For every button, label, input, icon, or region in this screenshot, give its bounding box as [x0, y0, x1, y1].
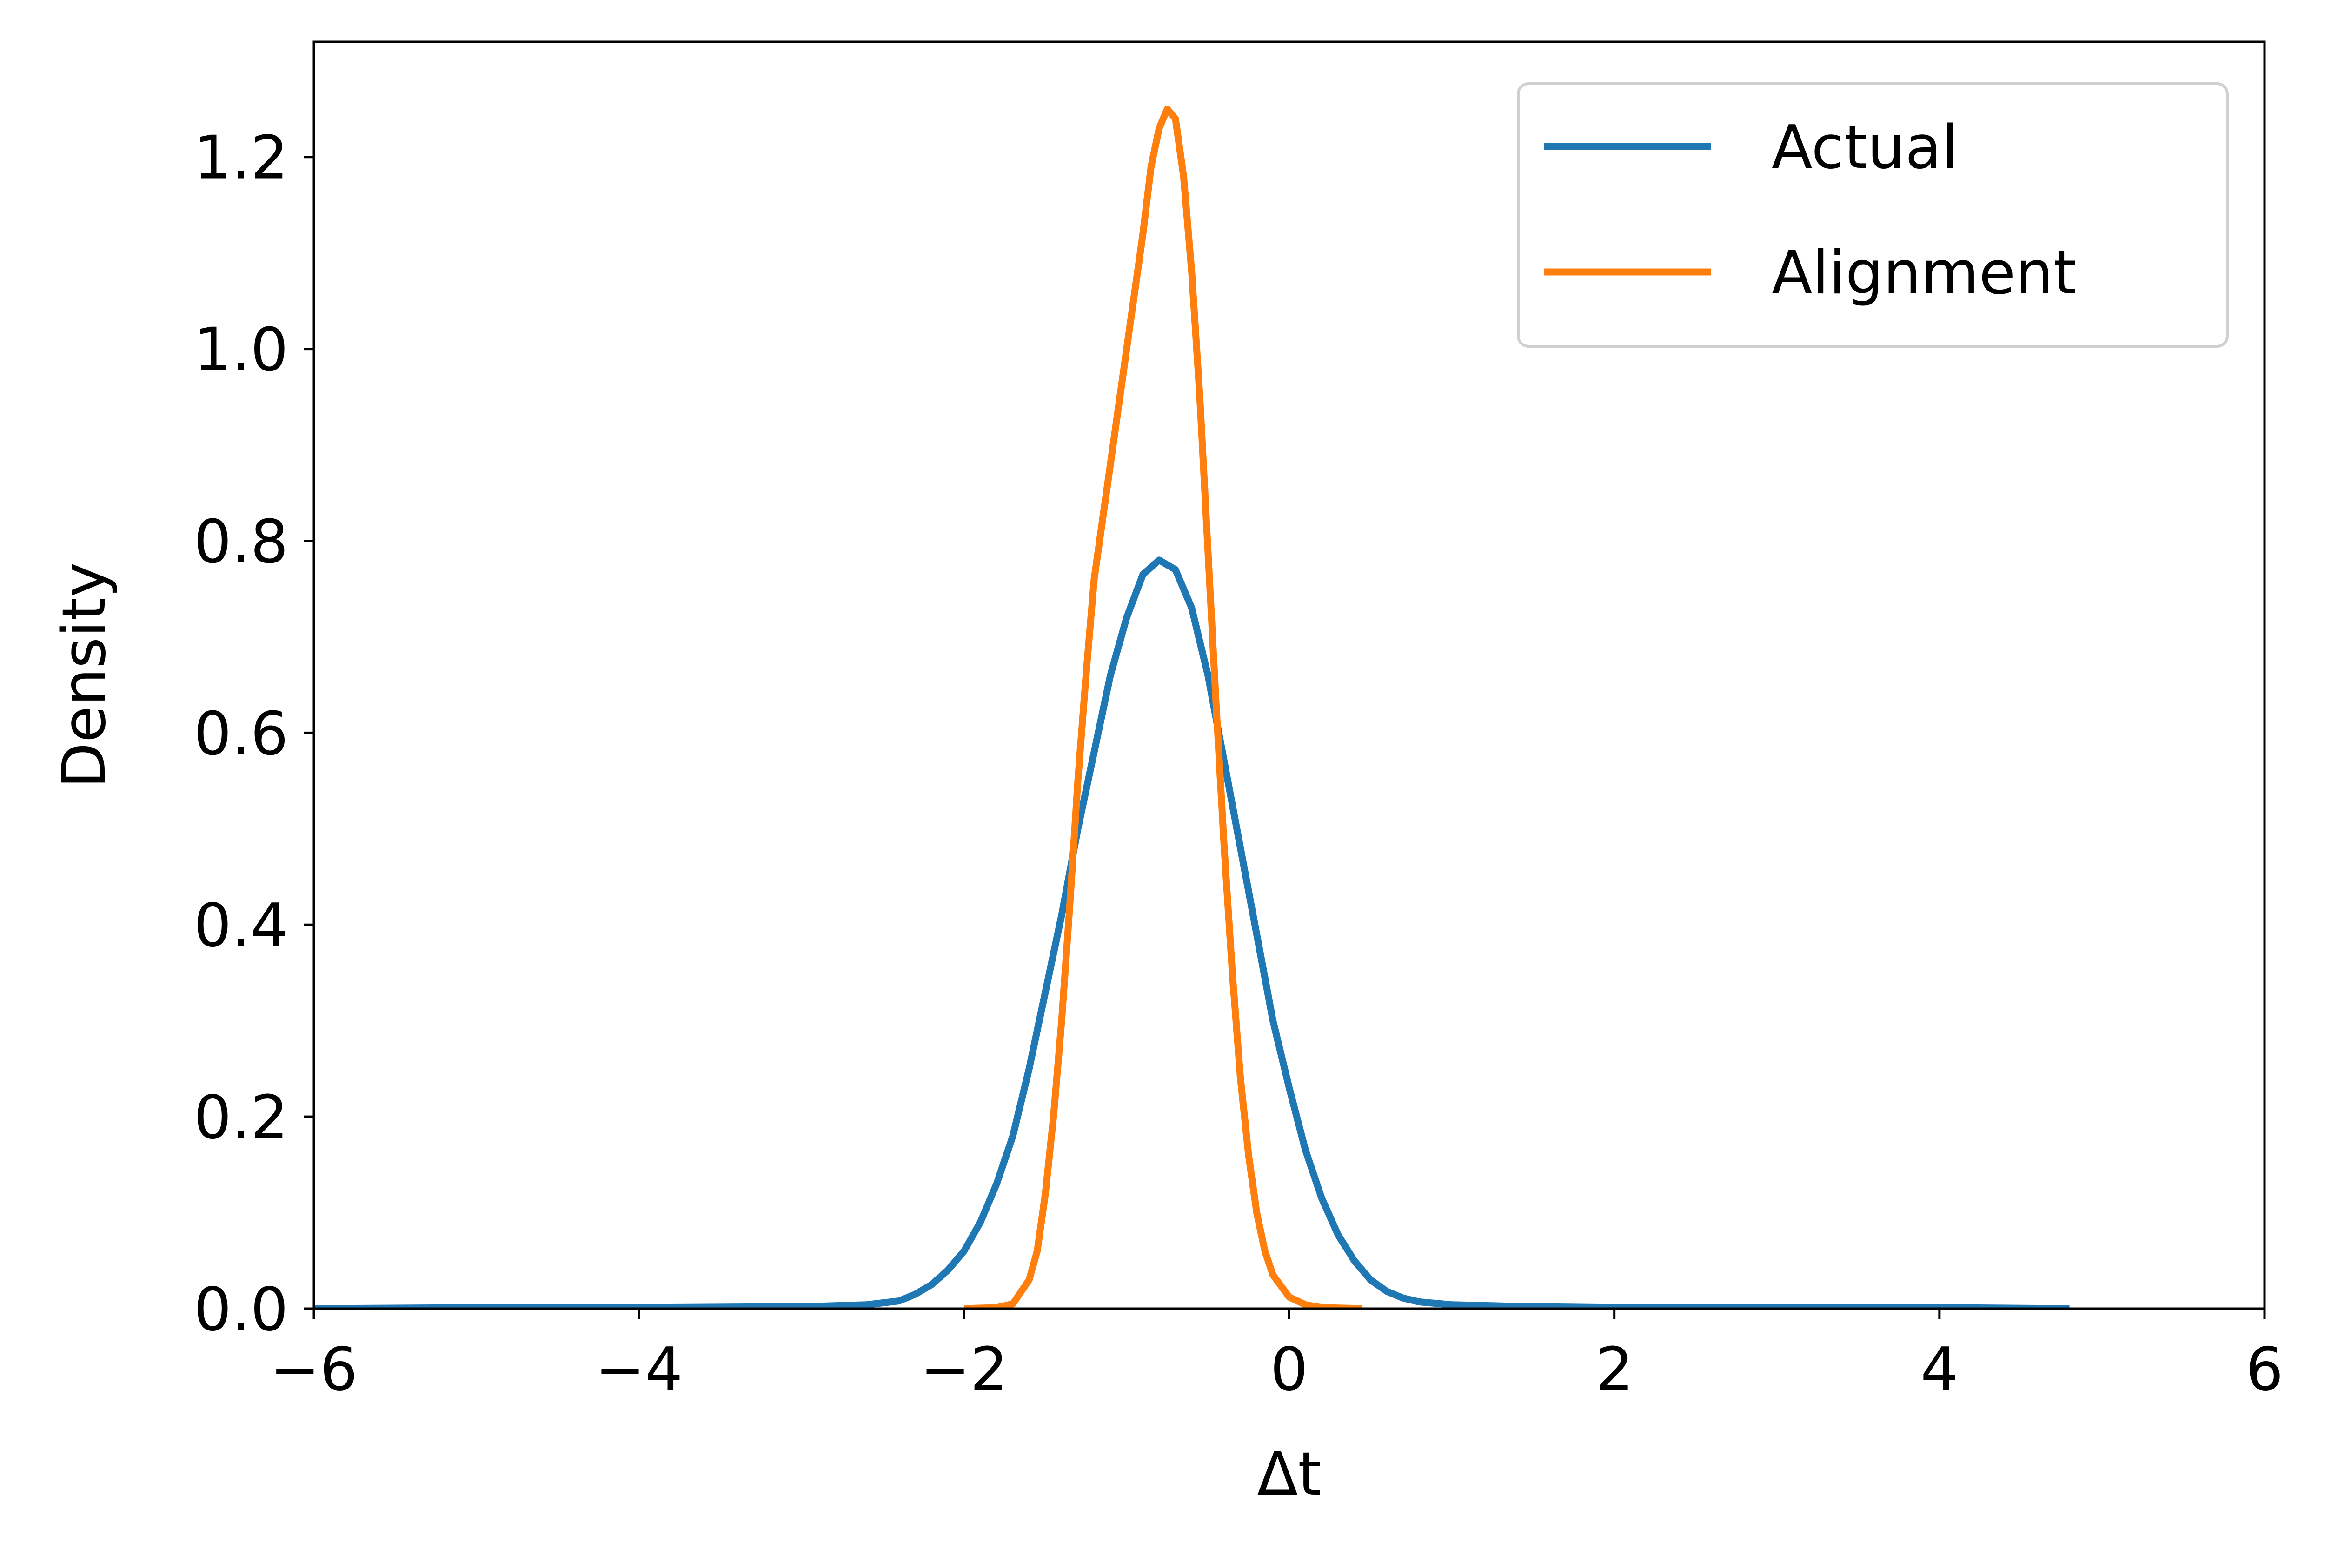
y-tick-label: 0.0: [193, 1275, 288, 1344]
x-tick-label: 6: [2245, 1335, 2283, 1404]
axes: −6 −4 −2 0 2 4 6 0.0 0.2 0.4 0.6 0.8 1.0 1.2 Δt Density: [50, 40, 2284, 1509]
x-tick-label: 2: [1595, 1335, 1633, 1404]
y-tick-label: 0.6: [193, 699, 288, 768]
y-tick-label: 1.0: [193, 316, 288, 385]
x-tick-label: 0: [1270, 1335, 1308, 1404]
series-line-actual: [314, 556, 2070, 1309]
x-tick-label: 4: [1920, 1335, 1958, 1404]
plot-area: [314, 106, 2070, 1309]
series-line-alignment: [964, 106, 1362, 1309]
y-axis-label: Density: [50, 562, 119, 788]
legend-label-actual: Actual: [1772, 113, 1958, 182]
x-tick-label: −6: [270, 1335, 358, 1404]
y-tick-label: 0.2: [193, 1083, 288, 1152]
y-tick-label: 1.2: [193, 124, 288, 193]
y-tick-label: 0.4: [193, 891, 288, 960]
y-tick-label: 0.8: [193, 507, 288, 576]
series-group: [314, 106, 2070, 1309]
x-tick-label: −2: [920, 1335, 1008, 1404]
x-tick-label: −4: [595, 1335, 683, 1404]
x-axis-label: Δt: [1257, 1440, 1322, 1509]
legend-label-alignment: Alignment: [1772, 238, 2077, 308]
legend: Actual Alignment: [1517, 82, 2229, 348]
